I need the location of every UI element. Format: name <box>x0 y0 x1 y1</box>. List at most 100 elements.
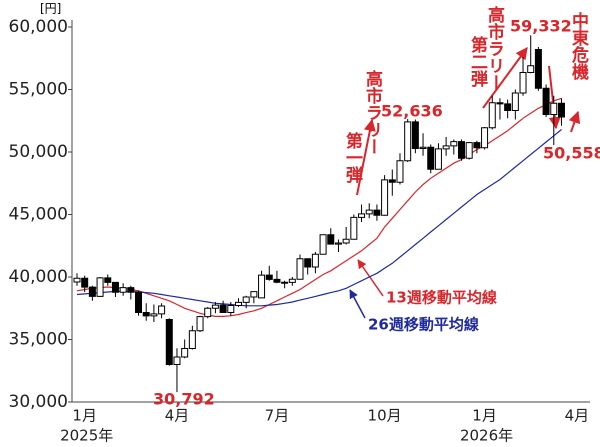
arrow <box>356 118 376 196</box>
x-tick-label: 7月 <box>265 407 290 425</box>
candle-body <box>304 258 312 268</box>
arrow <box>482 47 528 109</box>
candle-body <box>358 213 366 218</box>
candle-body <box>473 142 481 149</box>
x-tick-label: 4月 <box>165 407 190 425</box>
candle-body <box>111 281 119 293</box>
candle-body <box>542 87 550 115</box>
candle-body <box>250 291 258 298</box>
candle-body <box>242 296 250 303</box>
candle-body <box>419 146 427 149</box>
candle-body <box>342 238 350 244</box>
candle-body <box>550 102 558 115</box>
candle-body <box>73 277 81 283</box>
candle-body <box>273 278 281 283</box>
candle-body <box>227 305 235 313</box>
candle-body <box>519 72 527 94</box>
annotation: 52,636 <box>381 102 443 121</box>
candle-body <box>204 307 212 318</box>
candle-body <box>158 305 166 315</box>
x-tick-label: 1月 <box>72 407 97 425</box>
arrow <box>349 289 366 319</box>
candle-body <box>327 234 335 245</box>
candle-body <box>465 142 473 159</box>
note: 中東危機 <box>568 11 590 81</box>
candle-body <box>488 102 496 129</box>
candle-body <box>442 145 450 150</box>
x-tick-label: 4月 <box>565 407 590 425</box>
candle-body <box>319 234 327 255</box>
y-tick-label: 60,000 <box>9 17 68 37</box>
candle-body <box>396 160 404 183</box>
candle-body <box>527 65 535 73</box>
candle-body <box>173 356 181 365</box>
y-tick-label: 50,000 <box>9 142 68 162</box>
arrow <box>568 110 581 133</box>
ma-line <box>76 129 562 307</box>
candle-body <box>411 121 419 149</box>
year-label: 2025年 <box>60 427 113 445</box>
note: 高市ラリー <box>484 5 505 91</box>
y-unit: [円] <box>40 2 61 16</box>
candle-body <box>450 141 458 147</box>
candle-body <box>404 121 412 162</box>
candle-body <box>373 209 381 216</box>
x-tick-label: 10月 <box>368 407 402 425</box>
candle-body <box>381 179 389 216</box>
y-tick-label: 30,000 <box>9 392 68 412</box>
candle-body <box>81 277 89 288</box>
candle-body <box>350 216 358 240</box>
candle-body <box>265 274 273 280</box>
ma-line <box>76 97 562 317</box>
candle-body <box>219 304 227 313</box>
candle-body <box>165 319 173 365</box>
candle-body <box>142 312 150 317</box>
candle-body <box>135 291 143 313</box>
candle-body <box>388 179 396 183</box>
candle-body <box>511 92 519 111</box>
candle-body <box>119 287 127 293</box>
candle-body <box>188 330 196 349</box>
candle-body <box>496 102 504 105</box>
note: 第一弾 <box>342 131 363 184</box>
y-tick-label: 45,000 <box>9 205 68 225</box>
candle-body <box>281 281 289 284</box>
candle-body <box>481 127 489 149</box>
candle-body <box>288 278 296 283</box>
candle-body <box>150 313 158 317</box>
candle-body <box>127 287 135 293</box>
candle-body <box>104 277 112 283</box>
year-label: 2026年 <box>460 427 513 445</box>
candle-body <box>296 258 304 280</box>
annotation: 59,332 <box>510 17 572 36</box>
candle-body <box>365 209 373 215</box>
candle-body <box>427 146 435 170</box>
candle-body <box>434 148 442 170</box>
candle-body <box>557 102 565 118</box>
series-label: 13週移動平均線 <box>386 289 497 307</box>
y-tick-label: 40,000 <box>9 267 68 287</box>
candle-body <box>211 304 219 309</box>
annotation: 30,792 <box>153 390 215 409</box>
candle-body <box>181 348 189 358</box>
candle-body <box>196 316 204 332</box>
arrow <box>357 259 384 297</box>
y-tick-label: 55,000 <box>9 80 68 100</box>
series-label: 26週移動平均線 <box>368 316 479 334</box>
candle-body <box>504 103 512 111</box>
candle-body <box>258 274 266 299</box>
candle-body <box>534 49 542 89</box>
candle-body <box>334 242 342 245</box>
candle-body <box>458 141 465 159</box>
arrow <box>548 65 561 130</box>
x-tick-label: 1月 <box>472 407 497 425</box>
candle-body <box>96 277 104 297</box>
candle-body <box>234 301 242 306</box>
y-tick-label: 35,000 <box>9 330 68 350</box>
candle-body <box>311 253 319 268</box>
note: 第二弾 <box>467 35 488 88</box>
note: 高市ラリー <box>362 69 383 155</box>
candle-body <box>88 286 96 297</box>
annotation: 50,558 <box>543 144 600 163</box>
